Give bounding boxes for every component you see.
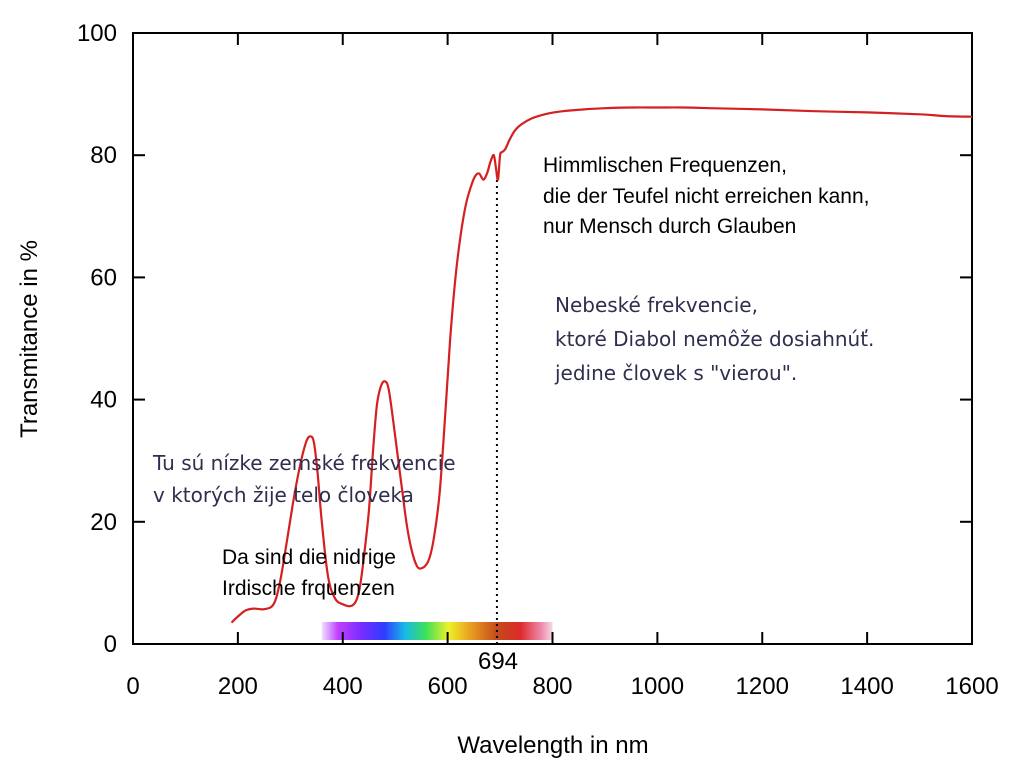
y-axis-label: Transmitance in % — [16, 240, 43, 438]
x-tick-label: 400 — [323, 673, 363, 700]
x-tick-label: 1400 — [840, 673, 893, 700]
x-tick-label: 1600 — [945, 673, 998, 700]
annotation-slovak-heaven-line-2: ktoré Diabol nemôže dosiahnúť. — [555, 327, 874, 351]
x-tick-labels: 0 200 400 600 800 1000 1200 1400 1600 — [126, 673, 998, 700]
y-tick-label: 40 — [90, 387, 117, 414]
y-tick-labels: 0 20 40 60 80 100 — [77, 20, 117, 658]
annotation-german-earth-line-1: Da sind die nidrige — [222, 546, 396, 569]
y-tick-label: 60 — [90, 264, 117, 291]
x-tick-label: 800 — [532, 673, 572, 700]
annotation-slovak-earth-line-2: v ktorých žije telo človeka — [153, 483, 414, 507]
marker-694-label: 694 — [478, 648, 518, 675]
x-tick-label: 1000 — [631, 673, 684, 700]
annotation-german-heaven-line-1: Himmlischen Frequenzen, — [543, 154, 787, 177]
x-tick-label: 200 — [218, 673, 258, 700]
x-tick-label: 600 — [428, 673, 468, 700]
annotation-slovak-heaven-line-3: jedine človek s "vierou". — [554, 361, 797, 385]
tick-marks — [132, 32, 973, 645]
x-tick-label: 1200 — [736, 673, 789, 700]
spectrum-bar — [321, 622, 553, 640]
annotation-german-heaven-line-2: die der Teufel nicht erreichen kann, — [543, 185, 869, 208]
y-tick-label: 0 — [104, 631, 117, 658]
annotation-slovak-earth-line-1: Tu sú nízke zemské frekvencie — [152, 451, 456, 475]
annotation-german-heaven-line-3: nur Mensch durch Glauben — [543, 215, 796, 238]
y-tick-label: 80 — [90, 142, 117, 169]
annotation-german-earth-line-2: Irdische frquenzen — [222, 577, 395, 600]
y-tick-label: 20 — [90, 509, 117, 536]
x-axis-label: Wavelength in nm — [457, 732, 648, 759]
annotation-slovak-heaven-line-1: Nebeské frekvencie, — [555, 293, 758, 317]
y-tick-label: 100 — [77, 20, 117, 47]
x-tick-label: 0 — [126, 673, 139, 700]
transmittance-curve — [230, 106, 973, 624]
